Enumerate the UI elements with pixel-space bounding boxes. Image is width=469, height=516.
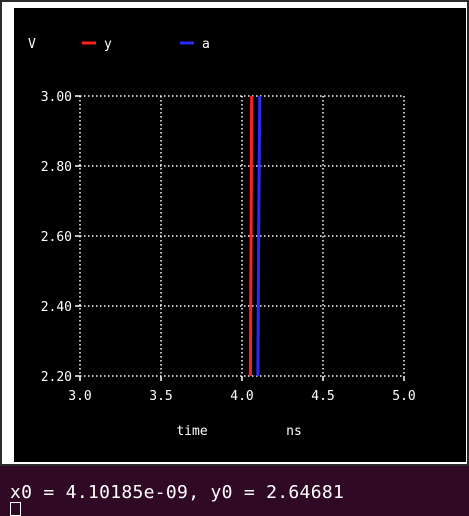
x-tick-label: 4.5 (311, 389, 334, 404)
series-line-a (256, 95, 262, 377)
series-line-y (248, 95, 254, 377)
x-tick-label: 4.0 (230, 389, 253, 404)
x-tick-label: 5.0 (392, 389, 415, 404)
y-tick-label: 2.60 (41, 230, 72, 245)
y-tick-label: 3.00 (41, 90, 72, 105)
x-axis-label: time (176, 424, 207, 439)
legend-label-a: a (202, 37, 210, 52)
x-tick-label: 3.0 (68, 389, 91, 404)
y-tick-label: 2.20 (41, 370, 72, 385)
cursor-readout: x0 = 4.10185e-09, y0 = 2.64681 (10, 482, 345, 503)
terminal-cursor (10, 502, 21, 516)
waveform-plot[interactable]: 3.0 3.5 4.0 4.5 5.0 2.20 2.40 2.60 2.80 3.00 V y a ti… (14, 8, 466, 462)
legend-label-y: y (104, 37, 112, 52)
y-tick-label: 2.40 (41, 300, 72, 315)
y-axis-label: V (28, 37, 36, 52)
y-tick-label: 2.80 (41, 160, 72, 175)
x-axis-unit: ns (286, 424, 302, 439)
x-tick-label: 3.5 (149, 389, 172, 404)
terminal[interactable]: x0 = 4.10185e-09, y0 = 2.64681 (0, 466, 469, 516)
